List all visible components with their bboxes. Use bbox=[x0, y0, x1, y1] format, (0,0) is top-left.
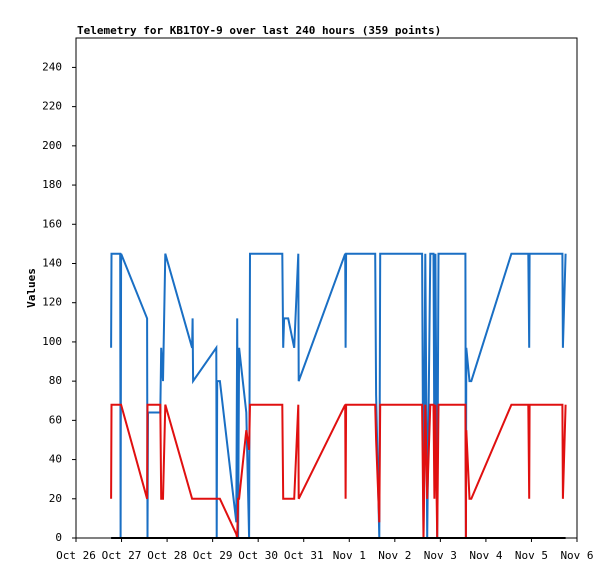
x-tick-label: Nov 3 bbox=[424, 549, 457, 562]
x-tick-label: Oct 29 bbox=[193, 549, 233, 562]
x-tick-label: Nov 5 bbox=[515, 549, 548, 562]
y-tick-label: 180 bbox=[42, 178, 62, 191]
chart-title: Telemetry for KB1TOY-9 over last 240 hou… bbox=[77, 24, 441, 37]
y-axis-label: Values bbox=[25, 268, 38, 308]
x-tick-label: Oct 28 bbox=[147, 549, 187, 562]
y-tick-label: 100 bbox=[42, 335, 62, 348]
y-tick-label: 200 bbox=[42, 139, 62, 152]
y-tick-label: 120 bbox=[42, 296, 62, 309]
series-line bbox=[110, 403, 567, 539]
x-tick-label: Oct 26 bbox=[56, 549, 96, 562]
y-tick-label: 160 bbox=[42, 217, 62, 230]
y-tick-label: 40 bbox=[49, 453, 62, 466]
x-tick-label: Oct 31 bbox=[284, 549, 324, 562]
x-tick-label: Nov 2 bbox=[378, 549, 411, 562]
y-tick-label: 0 bbox=[55, 531, 62, 544]
y-tick-label: 220 bbox=[42, 100, 62, 113]
x-tick-label: Nov 1 bbox=[333, 549, 366, 562]
x-tick-label: Nov 4 bbox=[469, 549, 502, 562]
y-tick-label: 140 bbox=[42, 256, 62, 269]
y-tick-label: 20 bbox=[49, 492, 62, 505]
y-tick-label: 80 bbox=[49, 374, 62, 387]
x-tick-label: Oct 30 bbox=[238, 549, 278, 562]
x-tick-label: Nov 6 bbox=[560, 549, 593, 562]
y-tick-label: 60 bbox=[49, 413, 62, 426]
y-tick-label: 240 bbox=[42, 60, 62, 73]
x-tick-label: Oct 27 bbox=[102, 549, 142, 562]
